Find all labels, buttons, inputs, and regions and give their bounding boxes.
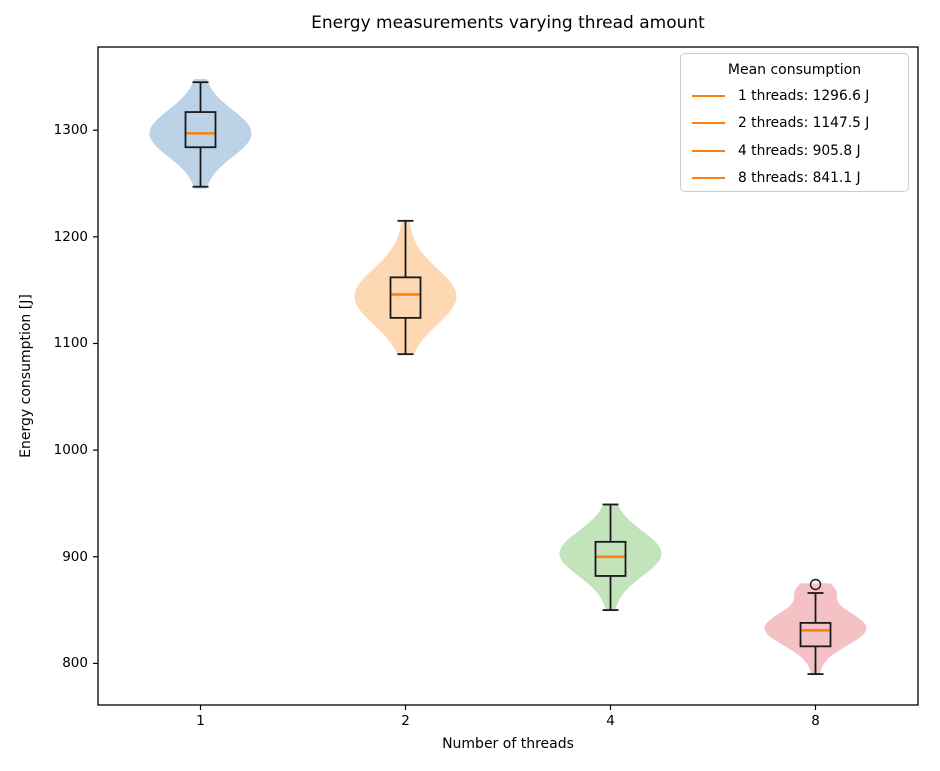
box <box>799 621 832 648</box>
box <box>594 540 627 577</box>
box <box>389 276 422 319</box>
legend: Mean consumption 1 threads: 1296.6 J 2 th… <box>680 53 909 192</box>
legend-entry: 2 threads: 1147.5 J <box>681 110 908 138</box>
legend-entry-label: 8 threads: 841.1 J <box>738 170 861 187</box>
y-tick-label: 800 <box>62 655 88 672</box>
y-tick-label: 1200 <box>53 228 88 245</box>
chart-title: Energy measurements varying thread amoun… <box>311 13 705 33</box>
legend-line-swatch <box>692 94 725 97</box>
outlier-point <box>809 578 822 591</box>
legend-entry-label: 1 threads: 1296.6 J <box>738 87 870 104</box>
y-tick-label: 1300 <box>53 122 88 139</box>
violin-body <box>354 219 457 356</box>
x-tick-label: 2 <box>401 713 410 729</box>
y-tick-label: 1100 <box>53 335 88 352</box>
legend-entry-label: 4 threads: 905.8 J <box>738 142 861 159</box>
x-axis-label: Number of threads <box>442 736 574 752</box>
box <box>184 111 217 149</box>
legend-entry: 1 threads: 1296.6 J <box>681 82 908 110</box>
legend-entry: 4 threads: 905.8 J <box>681 137 908 165</box>
y-tick-label: 900 <box>62 548 88 565</box>
x-tick-label: 1 <box>196 713 205 729</box>
y-tick-label: 1000 <box>53 442 88 459</box>
legend-line-swatch <box>692 149 725 152</box>
legend-line-swatch <box>692 177 725 180</box>
legend-title: Mean consumption <box>727 62 862 78</box>
legend-entry: 8 threads: 841.1 J <box>681 165 908 193</box>
legend-line-swatch <box>692 122 725 125</box>
legend-entry-label: 2 threads: 1147.5 J <box>738 115 870 132</box>
legend-entries: 1 threads: 1296.6 J 2 threads: 1147.5 J 4 … <box>681 82 908 192</box>
x-tick-label: 4 <box>606 713 615 729</box>
axes-frame <box>97 46 919 706</box>
x-tick-label: 8 <box>811 713 820 729</box>
